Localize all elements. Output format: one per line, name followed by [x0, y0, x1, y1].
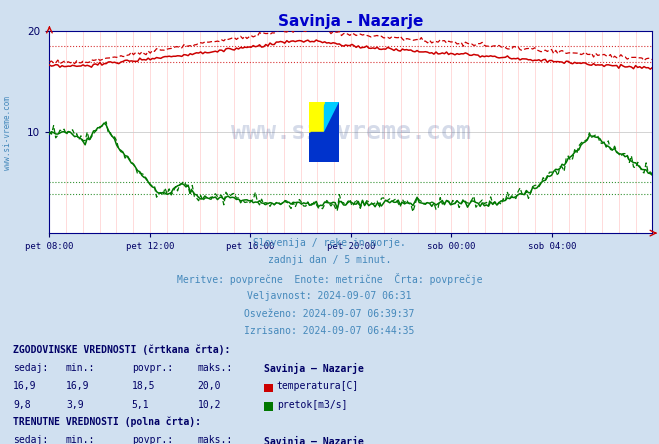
Text: www.si-vreme.com: www.si-vreme.com: [231, 120, 471, 144]
Text: 9,8: 9,8: [13, 400, 31, 410]
Text: www.si-vreme.com: www.si-vreme.com: [3, 96, 13, 170]
Text: Savinja – Nazarje: Savinja – Nazarje: [264, 436, 364, 444]
Text: Slovenija / reke in morje.: Slovenija / reke in morje.: [253, 238, 406, 248]
Text: 18,5: 18,5: [132, 381, 156, 392]
Text: sedaj:: sedaj:: [13, 363, 48, 373]
Text: min.:: min.:: [66, 436, 96, 444]
Text: 16,9: 16,9: [13, 381, 37, 392]
Text: sedaj:: sedaj:: [13, 436, 48, 444]
Text: povpr.:: povpr.:: [132, 436, 173, 444]
Bar: [308, 132, 339, 163]
Text: temperatura[C]: temperatura[C]: [277, 381, 359, 392]
Bar: [308, 102, 324, 132]
Text: min.:: min.:: [66, 363, 96, 373]
Text: Meritve: povprečne  Enote: metrične  Črta: povprečje: Meritve: povprečne Enote: metrične Črta:…: [177, 273, 482, 285]
Text: povpr.:: povpr.:: [132, 363, 173, 373]
Text: TRENUTNE VREDNOSTI (polna črta):: TRENUTNE VREDNOSTI (polna črta):: [13, 417, 201, 427]
Polygon shape: [324, 102, 339, 132]
Text: pretok[m3/s]: pretok[m3/s]: [277, 400, 347, 410]
Text: Osveženo: 2024-09-07 06:39:37: Osveženo: 2024-09-07 06:39:37: [244, 309, 415, 319]
Text: 20,0: 20,0: [198, 381, 221, 392]
Text: zadnji dan / 5 minut.: zadnji dan / 5 minut.: [268, 255, 391, 266]
Text: maks.:: maks.:: [198, 363, 233, 373]
Text: maks.:: maks.:: [198, 436, 233, 444]
Title: Savinja - Nazarje: Savinja - Nazarje: [278, 13, 424, 28]
Bar: [324, 102, 339, 132]
Text: Veljavnost: 2024-09-07 06:31: Veljavnost: 2024-09-07 06:31: [247, 291, 412, 301]
Text: Izrisano: 2024-09-07 06:44:35: Izrisano: 2024-09-07 06:44:35: [244, 326, 415, 337]
Text: ZGODOVINSKE VREDNOSTI (črtkana črta):: ZGODOVINSKE VREDNOSTI (črtkana črta):: [13, 344, 231, 355]
Text: Savinja – Nazarje: Savinja – Nazarje: [264, 363, 364, 374]
Text: 16,9: 16,9: [66, 381, 90, 392]
Text: 5,1: 5,1: [132, 400, 150, 410]
Polygon shape: [308, 102, 324, 132]
Text: 3,9: 3,9: [66, 400, 84, 410]
Text: 10,2: 10,2: [198, 400, 221, 410]
